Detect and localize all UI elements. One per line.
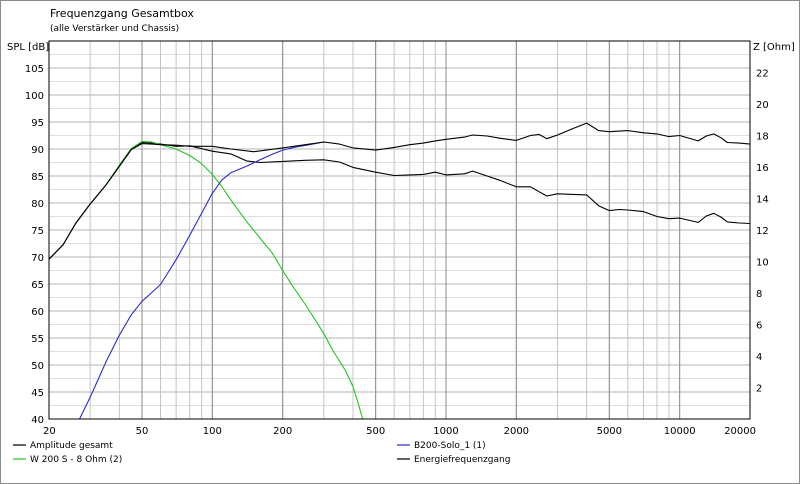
- y-tick-label-left: 45: [31, 388, 44, 399]
- y-tick-label-left: 90: [31, 145, 44, 156]
- y-tick-label-left: 55: [31, 334, 44, 345]
- series-line: [48, 140, 750, 420]
- y-tick-label-right: 20: [756, 100, 769, 111]
- y-tick-label-left: 75: [31, 226, 44, 237]
- y-axis-left-label: SPL [dB]: [7, 42, 49, 53]
- y-tick-label-right: 16: [756, 163, 769, 174]
- x-tick-label: 20: [43, 426, 56, 437]
- y-tick-label-right: 8: [756, 289, 762, 300]
- y-tick-label-left: 70: [31, 253, 44, 264]
- y-tick-label-right: 14: [756, 195, 769, 206]
- y-tick-label-left: 100: [25, 91, 44, 102]
- y-tick-label-right: 4: [756, 352, 762, 363]
- y-tick-label-left: 80: [31, 199, 44, 210]
- x-tick-label: 1000: [433, 426, 458, 437]
- y-tick-label-left: 95: [31, 118, 44, 129]
- series: [48, 122, 751, 420]
- y-tick-label-right: 18: [756, 132, 769, 143]
- x-tick-label: 50: [136, 426, 149, 437]
- legend-label: Energiefrequenzgang: [414, 455, 510, 465]
- series-line: [48, 122, 751, 260]
- x-tick-label: 200: [273, 426, 292, 437]
- y-tick-label-left: 65: [31, 280, 44, 291]
- x-tick-label: 10000: [664, 426, 696, 437]
- plot-area-border: [48, 40, 751, 420]
- y-axis-right-label: Z [Ohm]: [753, 42, 795, 53]
- legend-label: W 200 S - 8 Ohm (2): [30, 455, 122, 465]
- chart-subtitle: (alle Verstärker und Chassis): [50, 24, 179, 34]
- legend-label: Amplitude gesamt: [30, 441, 113, 451]
- x-tick-label: 500: [366, 426, 385, 437]
- y-tick-label-right: 22: [756, 69, 769, 80]
- grid: [48, 40, 751, 420]
- series-line: [48, 141, 751, 260]
- y-tick-label-left: 50: [31, 361, 44, 372]
- series-line: [49, 141, 324, 420]
- x-tick-label: 2000: [504, 426, 529, 437]
- x-tick-label: 5000: [597, 426, 622, 437]
- y-tick-label-left: 105: [25, 64, 44, 75]
- x-tick-label: 100: [203, 426, 222, 437]
- tick-labels: 40 45 50 55 60 65 70 75 80 85 90 95 100 105 2 4 6 8 10 12 14…: [25, 64, 769, 437]
- y-tick-label-left: 85: [31, 172, 44, 183]
- y-tick-label-left: 40: [31, 415, 44, 426]
- legend-label: B200-Solo_1 (1): [414, 441, 486, 451]
- chart-title: Frequenzgang Gesamtbox: [50, 7, 194, 20]
- y-tick-label-right: 6: [756, 321, 762, 332]
- legend: Amplitude gesamt W 200 S - 8 Ohm (2) B200-…: [13, 441, 510, 465]
- y-tick-label-right: 12: [756, 226, 769, 237]
- y-tick-label-right: 2: [756, 384, 762, 395]
- y-tick-label-right: 10: [756, 258, 769, 269]
- x-tick-label: 20000: [724, 426, 756, 437]
- y-tick-label-left: 60: [31, 307, 44, 318]
